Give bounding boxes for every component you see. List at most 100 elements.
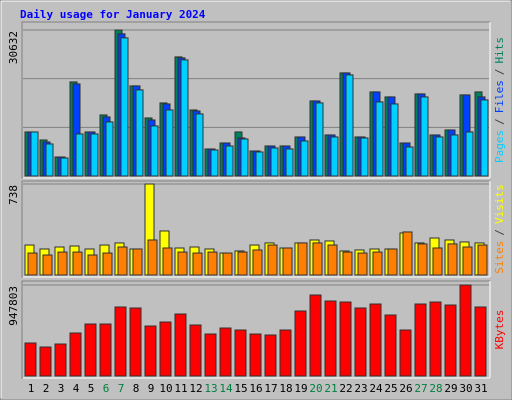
x-tick-label: 16 xyxy=(249,382,262,395)
bar xyxy=(477,244,488,276)
bar xyxy=(120,37,129,177)
x-tick-label: 22 xyxy=(339,382,352,395)
bar xyxy=(102,252,113,276)
bar xyxy=(60,157,69,177)
bar xyxy=(459,284,472,377)
bar xyxy=(162,247,173,276)
bar xyxy=(39,346,52,377)
bar xyxy=(54,343,67,377)
bar xyxy=(417,243,428,276)
bar xyxy=(165,109,174,177)
bar xyxy=(237,251,248,276)
x-tick-label: 8 xyxy=(133,382,140,395)
bar xyxy=(45,143,54,177)
x-tick-label: 7 xyxy=(118,382,125,395)
bar xyxy=(210,149,219,177)
bar xyxy=(390,103,399,177)
bar xyxy=(402,231,413,276)
x-tick-label: 11 xyxy=(174,382,187,395)
bar xyxy=(339,301,352,377)
legend-entry: KBytes xyxy=(493,310,506,350)
bar xyxy=(222,252,233,276)
bar xyxy=(267,244,278,276)
x-tick-label: 2 xyxy=(43,382,50,395)
x-tick-label: 15 xyxy=(234,382,247,395)
bar xyxy=(387,248,398,276)
legend-separator: / xyxy=(493,118,506,125)
x-tick-label: 18 xyxy=(279,382,292,395)
x-tick-label: 14 xyxy=(219,382,233,395)
bar xyxy=(159,321,172,377)
x-tick-label: 20 xyxy=(309,382,322,395)
x-tick-label: 4 xyxy=(73,382,80,395)
bar xyxy=(270,147,279,177)
legend-entry: Visits xyxy=(493,184,506,224)
bar xyxy=(192,252,203,276)
bar xyxy=(294,310,307,377)
legend: Pages / Files / Hits xyxy=(493,37,506,163)
x-tick-label: 12 xyxy=(189,382,202,395)
bar xyxy=(255,151,264,177)
bar xyxy=(30,131,39,177)
bar xyxy=(219,327,232,377)
bar xyxy=(24,342,37,377)
bar xyxy=(180,59,189,177)
bar xyxy=(282,247,293,276)
bar xyxy=(264,334,277,377)
y-tick-label: 947803 xyxy=(7,286,20,326)
x-tick-label: 6 xyxy=(103,382,110,395)
legend: KBytes xyxy=(493,310,506,350)
bar xyxy=(342,251,353,276)
bar xyxy=(42,254,53,276)
bar xyxy=(147,239,158,276)
bar xyxy=(399,329,412,377)
y-tick-label: 30632 xyxy=(7,31,20,64)
bar xyxy=(84,323,97,377)
x-tick-label: 3 xyxy=(58,382,65,395)
bar xyxy=(372,251,383,276)
bar xyxy=(315,102,324,177)
legend: Sites / Visits xyxy=(493,184,506,274)
bar xyxy=(450,134,459,177)
x-tick-label: 25 xyxy=(384,382,397,395)
bar xyxy=(87,254,98,276)
bar xyxy=(234,329,247,377)
legend-separator: / xyxy=(493,229,506,236)
bar xyxy=(132,248,143,276)
bar xyxy=(354,307,367,377)
bar xyxy=(189,324,202,377)
bar xyxy=(327,244,338,276)
bar xyxy=(135,89,144,177)
bar xyxy=(375,101,384,177)
bar xyxy=(174,313,187,377)
legend-entry: Files xyxy=(493,80,506,113)
bar xyxy=(129,307,142,377)
bar xyxy=(105,121,114,177)
bar xyxy=(345,74,354,177)
x-tick-label: 24 xyxy=(369,382,383,395)
x-tick-label: 28 xyxy=(429,382,442,395)
bar xyxy=(420,96,429,177)
bar xyxy=(279,329,292,377)
bar xyxy=(90,133,99,177)
bar xyxy=(195,113,204,177)
bar xyxy=(240,138,249,177)
x-tick-label: 17 xyxy=(264,382,277,395)
chart-title: Daily usage for January 2024 xyxy=(20,8,206,21)
bar xyxy=(114,306,127,377)
legend-separator: / xyxy=(493,69,506,76)
y-tick-label: 738 xyxy=(7,185,20,205)
bar xyxy=(249,333,262,377)
bar xyxy=(324,300,337,377)
bar xyxy=(444,304,457,377)
bar xyxy=(57,251,68,276)
bar xyxy=(207,251,218,276)
bar xyxy=(144,325,157,377)
x-tick-label: 31 xyxy=(474,382,487,395)
bar xyxy=(462,246,473,276)
legend-entry: Hits xyxy=(493,37,506,64)
bar xyxy=(435,136,444,177)
bar xyxy=(309,294,322,377)
bar xyxy=(300,140,309,177)
bar xyxy=(405,146,414,177)
